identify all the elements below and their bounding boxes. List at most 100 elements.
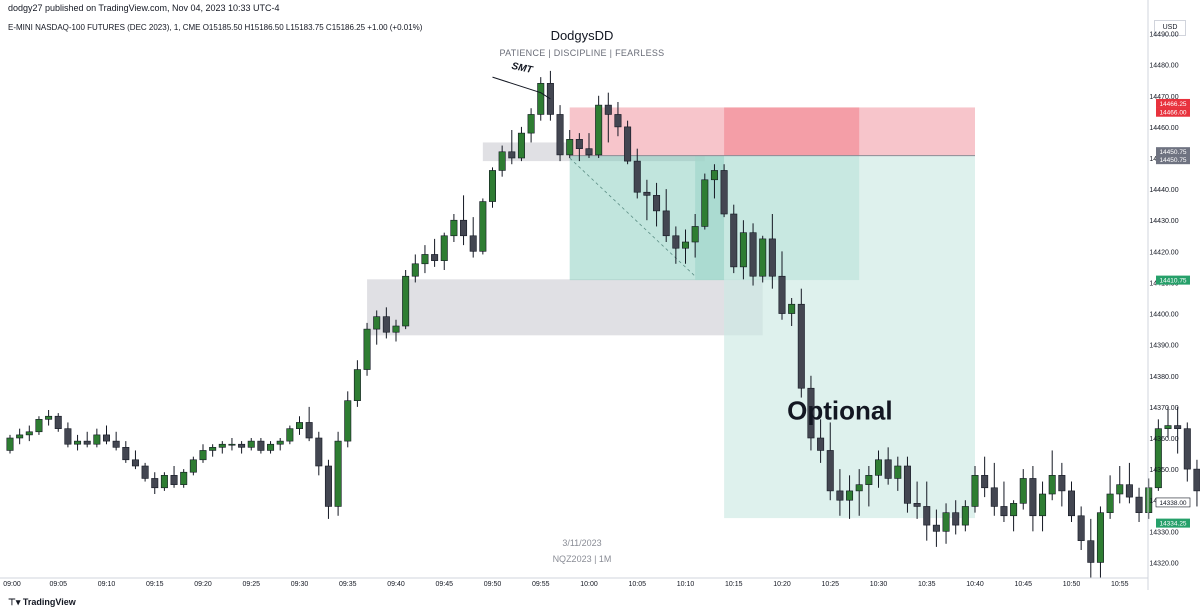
candle-body <box>295 422 303 429</box>
candle-body <box>1154 428 1162 489</box>
zone-target-optional <box>724 155 975 519</box>
candle-body <box>64 428 72 445</box>
candle-body <box>1125 484 1133 498</box>
y-tick-label: 14490.00 <box>1149 32 1178 39</box>
candle-body <box>826 450 834 492</box>
x-tick-label: 09:40 <box>387 581 405 588</box>
candle-body <box>16 434 24 439</box>
candle-body <box>624 126 632 162</box>
price-badge-label: 14410.75 <box>1159 278 1186 285</box>
currency-button[interactable]: USD <box>1154 20 1186 36</box>
smt-label: SMT <box>511 61 535 76</box>
y-tick-label: 14460.00 <box>1149 125 1178 132</box>
y-tick-label: 14370.00 <box>1149 405 1178 412</box>
candle-body <box>1135 496 1143 513</box>
price-badge-label: 14466.00 <box>1159 110 1186 117</box>
price-badge <box>1156 275 1190 285</box>
price-badge <box>1156 98 1190 108</box>
y-tick-label: 14330.00 <box>1149 529 1178 536</box>
y-tick-label: 14440.00 <box>1149 187 1178 194</box>
candle-body <box>1145 487 1153 513</box>
candle-body <box>54 415 62 429</box>
optional-label: Optional <box>787 395 892 425</box>
x-tick-label: 10:30 <box>870 581 888 588</box>
x-tick-label: 09:30 <box>291 581 309 588</box>
candle-body <box>122 447 130 461</box>
candle-body <box>585 148 593 156</box>
zone-stop <box>569 107 975 156</box>
price-badge-label: 14334.25 <box>1159 521 1186 528</box>
y-tick-label: 14360.00 <box>1149 436 1178 443</box>
candle-body <box>1116 484 1124 495</box>
candle-body <box>1010 503 1018 517</box>
x-tick-label: 09:55 <box>532 581 550 588</box>
zone-stop-dark <box>724 107 860 156</box>
x-tick-label: 10:25 <box>821 581 839 588</box>
candle-body <box>238 443 246 448</box>
candle-body <box>508 151 516 159</box>
candle-body <box>807 387 815 439</box>
candle-body <box>131 459 139 467</box>
candle-body <box>788 303 796 314</box>
zone-gray <box>367 279 763 336</box>
candle-body <box>392 325 400 333</box>
candle-body <box>170 475 178 485</box>
candle-body <box>942 512 950 532</box>
candle-body <box>402 275 410 327</box>
candle-body <box>778 275 786 314</box>
candle-body <box>498 151 506 171</box>
candle-body <box>74 440 82 445</box>
candle-body <box>334 440 342 507</box>
x-tick-label: 09:45 <box>435 581 453 588</box>
candle-body <box>894 465 902 479</box>
x-tick-label: 09:50 <box>484 581 502 588</box>
candle-body <box>25 431 33 436</box>
candle-body <box>691 226 699 243</box>
candle-body <box>643 191 651 196</box>
candle-body <box>614 114 622 128</box>
x-tick-label: 10:35 <box>918 581 936 588</box>
tradingview-logo-text: TradingView <box>22 597 76 607</box>
candle-body <box>952 512 960 526</box>
tradingview-logo[interactable]: ⊤▾ TradingView <box>8 597 76 608</box>
candle-body <box>151 478 159 489</box>
candle-body <box>971 475 979 507</box>
x-tick-label: 09:15 <box>146 581 164 588</box>
candle-body <box>739 232 747 268</box>
candle-body <box>797 303 805 389</box>
candle-body <box>884 459 892 479</box>
candle-body <box>180 471 188 485</box>
brand-subtitle: PATIENCE | DISCIPLINE | FEARLESS <box>499 48 665 58</box>
trend-dashed-line <box>569 157 696 277</box>
candle-body <box>1193 468 1200 492</box>
candle-body <box>209 447 217 451</box>
candle-body <box>653 195 661 212</box>
y-tick-label: 14470.00 <box>1149 94 1178 101</box>
x-tick-label: 09:35 <box>339 581 357 588</box>
symbol-ohlc-legend[interactable]: E-MINI NASDAQ-100 FUTURES (DEC 2023), 1,… <box>8 23 423 32</box>
candle-body <box>469 235 477 252</box>
candle-body <box>382 316 390 333</box>
candle-body <box>344 400 352 442</box>
x-tick-label: 10:15 <box>725 581 743 588</box>
candle-body <box>199 450 207 461</box>
candle-body <box>373 316 381 330</box>
candle-body <box>83 440 91 445</box>
candle-body <box>112 440 120 448</box>
candle-body <box>189 459 197 473</box>
x-tick-label: 10:05 <box>628 581 646 588</box>
candle-body <box>749 232 757 277</box>
x-tick-label: 09:05 <box>49 581 67 588</box>
x-tick-label: 09:20 <box>194 581 212 588</box>
candle-body <box>836 490 844 501</box>
candle-body <box>488 170 496 202</box>
zones-layer <box>367 107 975 519</box>
price-badge-label: 14338.00 <box>1159 500 1186 507</box>
price-badge-label: 14450.75 <box>1159 157 1186 164</box>
candle-body <box>990 487 998 507</box>
price-badge <box>1156 147 1190 157</box>
x-tick-label: 10:50 <box>1063 581 1081 588</box>
y-tick-label: 14390.00 <box>1149 343 1178 350</box>
candle-body <box>103 434 111 442</box>
